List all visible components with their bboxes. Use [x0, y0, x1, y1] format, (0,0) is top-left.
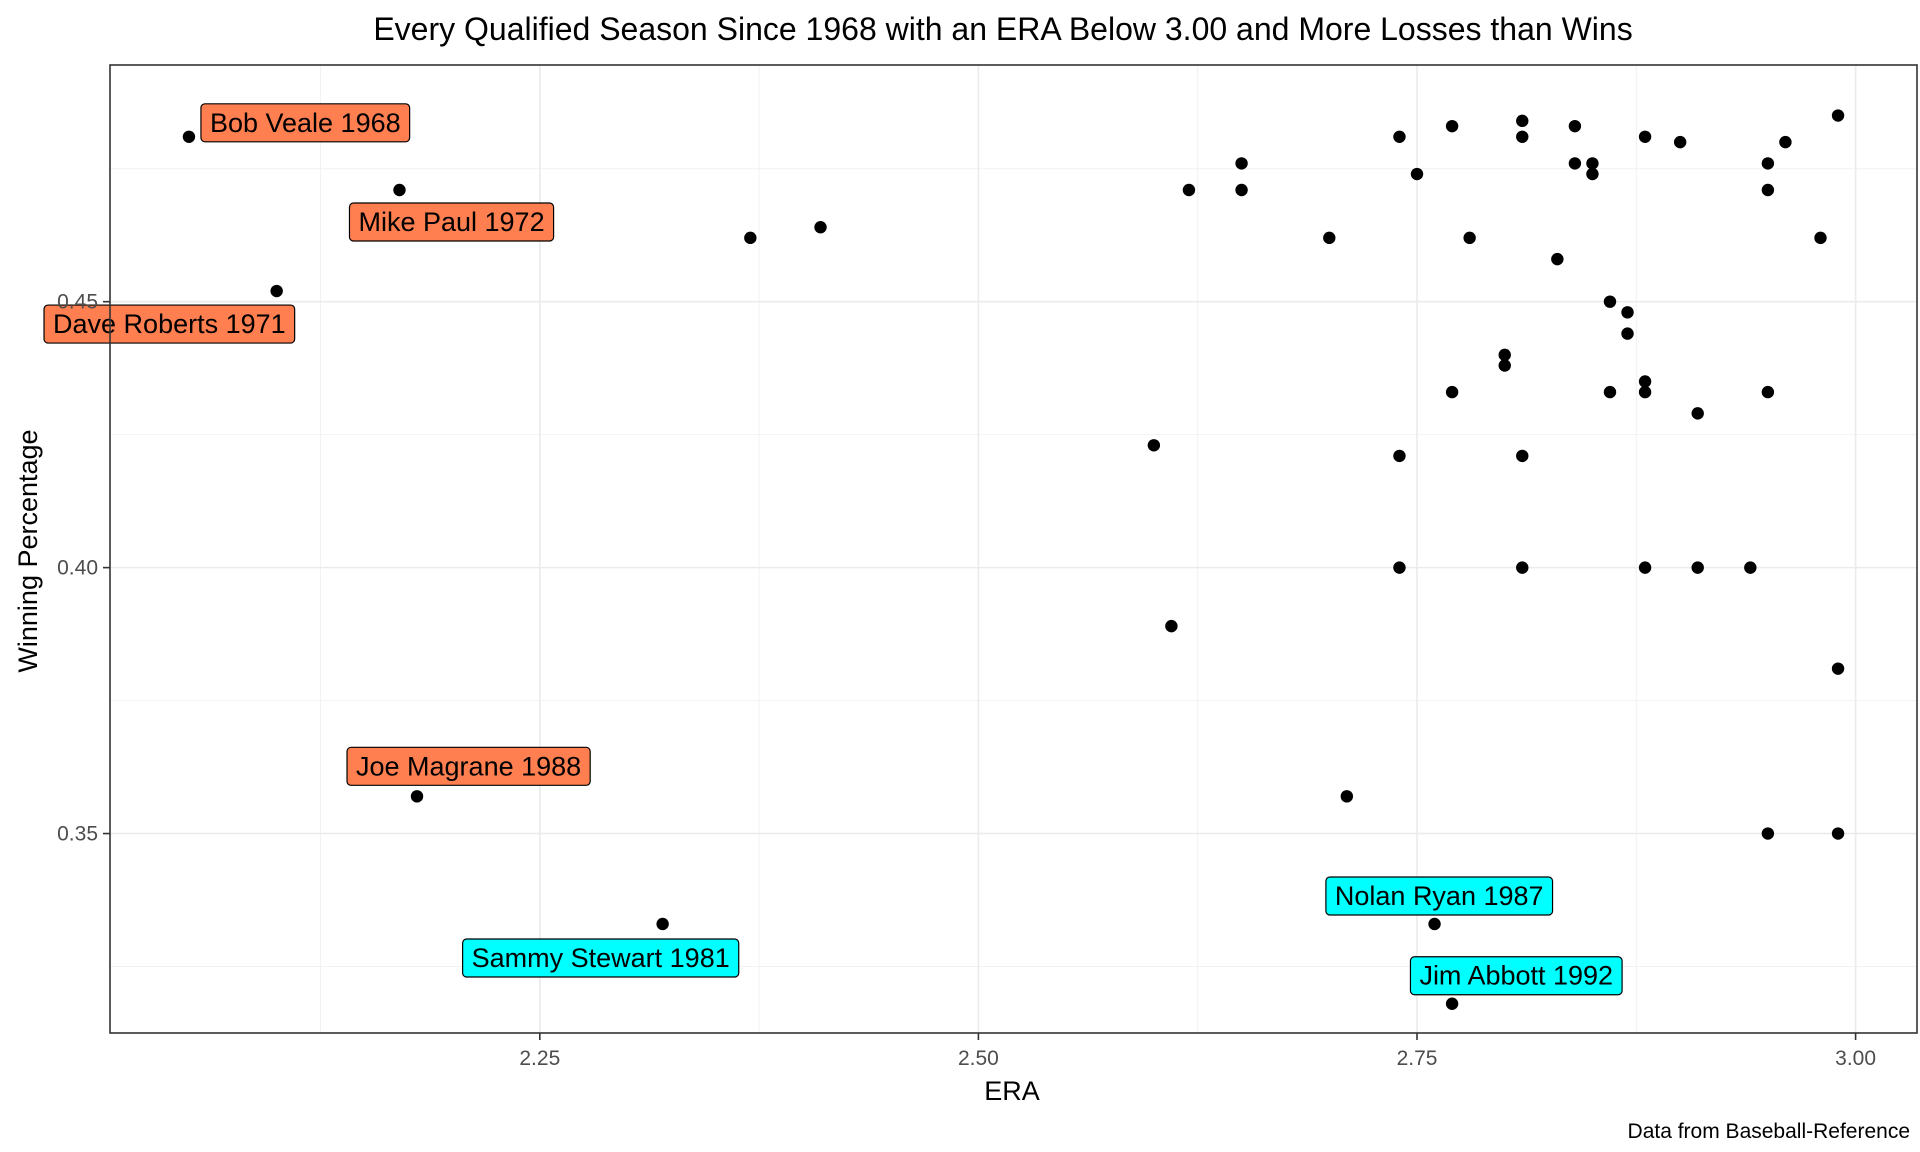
data-point-18	[1428, 917, 1441, 931]
data-point-29	[1551, 252, 1564, 266]
data-point-24	[1498, 359, 1511, 372]
data-point-30	[1568, 119, 1582, 133]
caption: Data from Baseball-Reference	[1628, 1120, 1910, 1143]
data-point-17	[1410, 167, 1424, 181]
point-label-text: Bob Veale 1968	[210, 108, 401, 138]
data-point-12	[1323, 231, 1336, 245]
data-point-31	[1568, 157, 1582, 170]
data-point-46	[1761, 157, 1775, 170]
data-point-5	[744, 231, 757, 245]
data-point-37	[1621, 327, 1634, 340]
point-label-text: Sammy Stewart 1981	[472, 943, 730, 973]
data-point-50	[1779, 135, 1792, 149]
data-point-49	[1761, 827, 1775, 840]
point-label-5: Nolan Ryan 1987	[1325, 876, 1554, 916]
point-label-box	[43, 304, 296, 344]
data-point-33	[1586, 167, 1599, 181]
data-point-21	[1445, 997, 1459, 1010]
point-label-1: Mike Paul 1972	[348, 202, 555, 242]
data-point-34	[1603, 295, 1617, 308]
points-layer	[182, 109, 1845, 1010]
x-tick-label: 2.25	[519, 1047, 560, 1070]
chart-title: Every Qualified Season Since 1968 with a…	[373, 11, 1632, 47]
y-tick-label: 0.35	[57, 823, 98, 846]
data-point-39	[1638, 375, 1652, 388]
point-label-text: Mike Paul 1972	[358, 207, 544, 237]
data-point-41	[1638, 561, 1652, 574]
point-label-box	[200, 103, 411, 143]
x-tick-label: 3.00	[1835, 1047, 1876, 1070]
panel-border	[109, 64, 1918, 1034]
data-point-43	[1691, 407, 1704, 420]
data-point-19	[1445, 119, 1459, 133]
data-point-38	[1638, 130, 1652, 144]
data-point-40	[1638, 385, 1652, 399]
labels-layer: Bob Veale 1968 Mike Paul 1972 Dave Roberts…	[43, 103, 1623, 996]
data-point-42	[1673, 135, 1687, 149]
data-point-25	[1516, 114, 1529, 128]
point-label-2: Dave Roberts 1971	[43, 304, 296, 344]
data-point-3	[410, 790, 424, 803]
data-point-15	[1393, 449, 1406, 463]
data-point-54	[1831, 827, 1845, 840]
point-label-6: Jim Abbott 1992	[1409, 956, 1623, 996]
data-point-1	[393, 183, 406, 197]
data-point-4	[656, 917, 669, 931]
data-point-51	[1814, 231, 1827, 245]
data-point-35	[1603, 385, 1617, 399]
data-point-8	[1165, 619, 1178, 633]
data-point-9	[1182, 183, 1196, 197]
point-label-0: Bob Veale 1968	[200, 103, 411, 143]
y-tick-label: 0.40	[57, 557, 98, 580]
data-point-11	[1235, 183, 1248, 197]
x-axis-title: ERA	[984, 1076, 1040, 1106]
point-label-box	[348, 202, 555, 242]
ticks-layer: 2.25 2.50 2.75 3.00 0.35 0.40 0.45	[57, 291, 1876, 1070]
point-label-box	[1325, 876, 1554, 916]
data-point-45	[1744, 561, 1757, 574]
data-point-10	[1235, 157, 1248, 170]
x-tick-label: 2.75	[1397, 1047, 1438, 1070]
data-point-23	[1498, 348, 1511, 362]
data-point-47	[1761, 183, 1775, 197]
data-point-22	[1463, 231, 1476, 245]
point-label-text: Dave Roberts 1971	[53, 309, 286, 339]
data-point-26	[1516, 130, 1529, 144]
data-point-53	[1831, 662, 1845, 675]
data-point-32	[1586, 157, 1599, 170]
data-point-52	[1831, 109, 1845, 122]
data-point-0	[182, 130, 196, 144]
data-point-48	[1761, 385, 1775, 399]
x-tick-label: 2.50	[958, 1047, 999, 1070]
y-tick-label: 0.45	[57, 291, 98, 314]
y-axis-title: Winning Percentage	[13, 429, 43, 672]
point-label-4: Sammy Stewart 1981	[462, 938, 740, 978]
point-label-box	[1409, 956, 1623, 996]
data-point-20	[1445, 385, 1459, 399]
data-point-2	[270, 284, 283, 298]
data-point-44	[1691, 561, 1704, 574]
point-label-box	[346, 746, 591, 786]
data-point-16	[1393, 561, 1406, 574]
point-label-text: Joe Magrane 1988	[356, 751, 581, 781]
point-label-text: Jim Abbott 1992	[1419, 961, 1613, 991]
grid-layer	[110, 65, 1917, 1033]
data-point-36	[1621, 306, 1634, 319]
point-label-box	[462, 938, 740, 978]
data-point-14	[1393, 130, 1406, 144]
data-point-27	[1516, 449, 1529, 463]
data-point-28	[1516, 561, 1529, 574]
data-point-13	[1340, 790, 1354, 803]
point-label-text: Nolan Ryan 1987	[1335, 881, 1544, 911]
data-point-7	[1147, 439, 1161, 452]
point-label-3: Joe Magrane 1988	[346, 746, 591, 786]
data-point-6	[814, 221, 827, 234]
